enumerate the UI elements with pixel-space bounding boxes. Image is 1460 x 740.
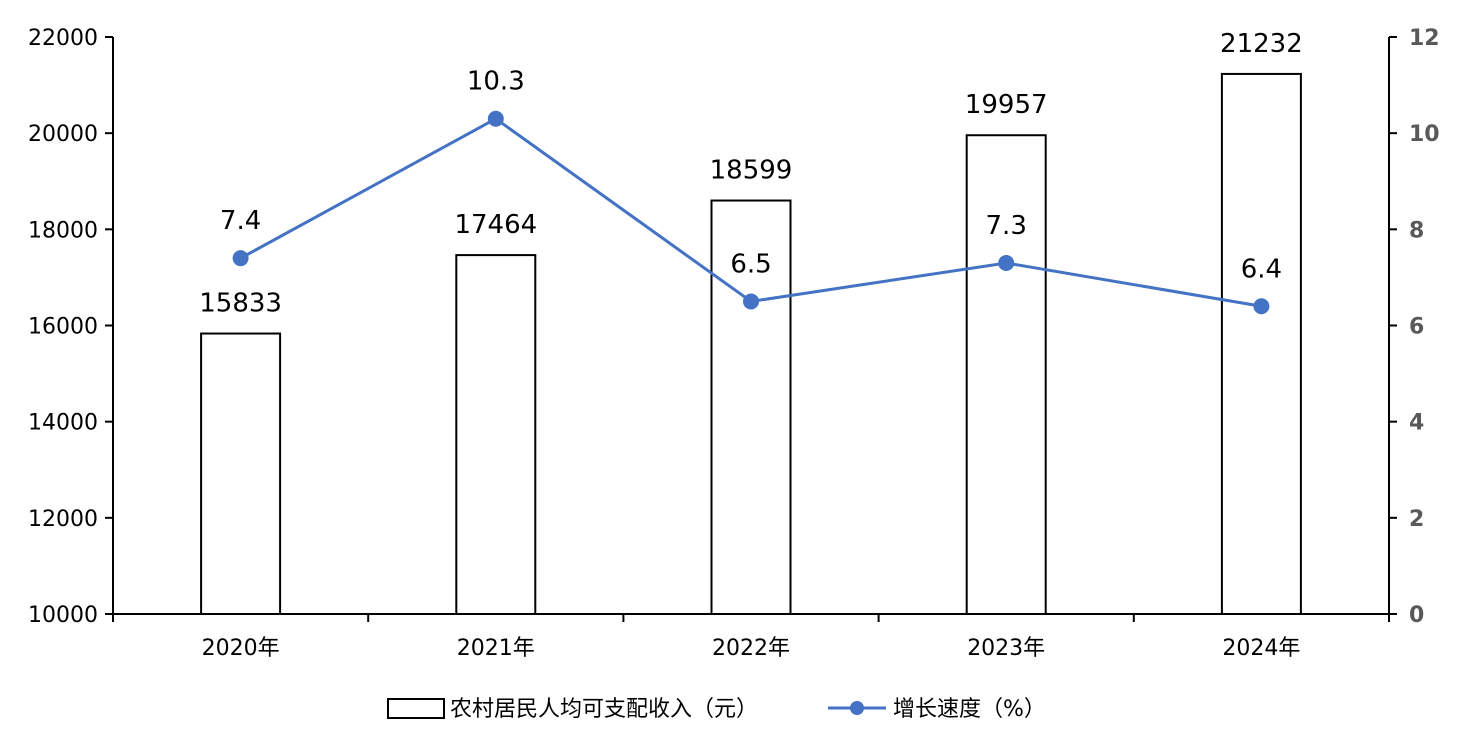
growth-point [487,110,504,127]
income-value-label: 15833 [199,289,282,319]
left-tick-label: 20000 [28,122,98,147]
growth-line-series [232,110,1270,315]
legend: 农村居民人均可支配收入（元） 增长速度（%） [387,697,1046,722]
income-value-label: 21232 [1220,29,1303,59]
left-tick-label: 14000 [28,411,98,436]
right-tick-label: 10 [1409,122,1440,147]
growth-value-label: 7.3 [986,211,1027,241]
right-tick-label: 0 [1409,603,1424,628]
bars [200,72,1302,616]
legend-line-marker [850,701,864,715]
growth-point [998,254,1015,271]
left-tick-label: 22000 [28,26,98,51]
growth-point [743,293,759,310]
right-tick-label: 4 [1409,411,1424,436]
x-category-label: 2024年 [1222,636,1300,661]
income-bar [200,332,282,615]
growth-point [1253,298,1270,315]
growth-value-label: 6.4 [1241,254,1282,284]
x-category-label: 2023年 [967,636,1045,661]
axes: 10000 12000 14000 16000 18000 20000 22000 0 2 4 6 8… [28,26,1440,661]
right-tick-label: 8 [1409,218,1424,243]
legend-bar-label: 农村居民人均可支配收入（元） [450,697,758,722]
x-category-label: 2022年 [712,636,790,661]
growth-value-label: 6.5 [730,249,771,279]
income-value-label: 17464 [454,210,537,240]
legend-bar-swatch [387,698,445,719]
left-tick-label: 18000 [28,218,98,243]
income-bar [965,134,1047,615]
right-tick-label: 12 [1409,26,1440,51]
left-tick-label: 10000 [28,603,98,628]
data-labels: 15833 17464 18599 19957 21232 7.4 10.3 6.5 7.3 6.… [199,29,1303,319]
income-value-label: 18599 [710,156,793,186]
right-tick-label: 2 [1409,507,1424,532]
legend-line-label: 增长速度（%） [893,697,1046,722]
growth-value-label: 7.4 [220,206,261,236]
income-bar [455,254,537,616]
income-bar [710,199,792,616]
left-tick-label: 12000 [28,507,98,532]
growth-value-label: 10.3 [467,67,525,97]
income-bar [1220,72,1302,616]
x-category-label: 2021年 [457,636,535,661]
income-value-label: 19957 [965,90,1048,120]
x-category-label: 2020年 [202,636,280,661]
growth-point [232,250,249,267]
right-tick-label: 6 [1409,315,1424,340]
left-tick-label: 16000 [28,315,98,340]
